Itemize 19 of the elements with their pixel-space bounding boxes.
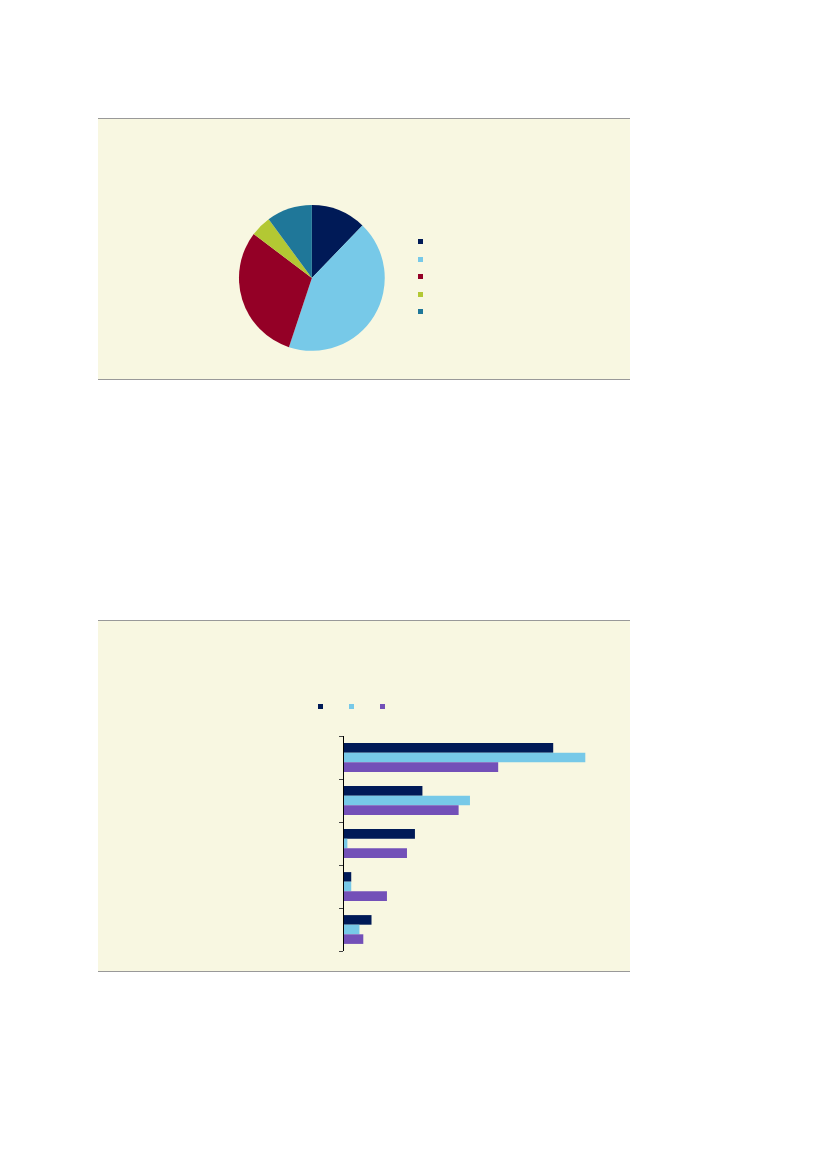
bar (344, 915, 372, 925)
bar (344, 795, 470, 806)
bar (344, 848, 407, 858)
pie-slice (238, 234, 312, 348)
bar (344, 752, 586, 763)
bar (344, 786, 423, 796)
bar (344, 891, 387, 901)
bar (344, 805, 459, 815)
bar (344, 829, 415, 839)
pie-slice (268, 205, 312, 278)
bar (344, 924, 360, 935)
bar (344, 743, 554, 753)
bar (344, 762, 499, 772)
bar (344, 934, 364, 944)
bar (344, 881, 352, 892)
bar (344, 872, 352, 882)
pie-slice (288, 225, 385, 351)
pie-slice (311, 205, 363, 278)
pie-slice (253, 219, 312, 278)
